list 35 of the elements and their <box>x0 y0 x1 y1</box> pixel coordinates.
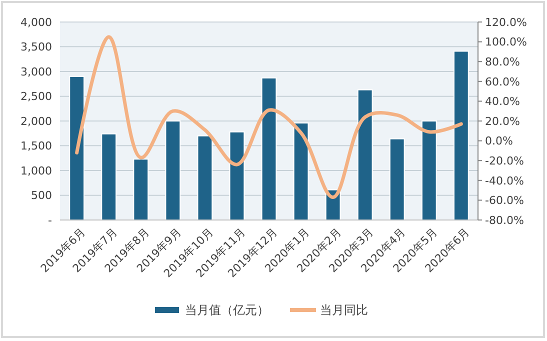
bar <box>69 76 85 220</box>
y2-tick-label: 120.0% <box>485 16 527 29</box>
y2-tick-label: -60.0% <box>485 194 524 208</box>
y-tick-label: 1,500 <box>20 140 52 153</box>
bar <box>101 133 117 220</box>
bar <box>165 120 181 220</box>
y2-tick-label: -80.0% <box>485 214 524 227</box>
y2-tick-label: -40.0% <box>485 174 524 188</box>
y2-tick-label: -20.0% <box>485 154 524 168</box>
y-tick-label: 3,000 <box>20 65 52 78</box>
y2-tick-label: 80.0% <box>485 55 520 68</box>
y2-tick-label: 100.0% <box>485 36 527 49</box>
y2-tick-label: 60.0% <box>485 75 520 88</box>
bar <box>197 135 213 220</box>
y-tick-label: 4,000 <box>20 16 52 29</box>
line-series <box>75 35 463 199</box>
y-tick-label: 1,000 <box>20 164 52 178</box>
y-tick-label: 2,500 <box>20 90 52 104</box>
bar <box>133 158 149 220</box>
bar <box>261 77 277 220</box>
y-tick-label: 3,500 <box>20 40 52 54</box>
legend-label: 当月值（亿元） <box>185 303 269 318</box>
y2-tick-label: 0.0% <box>485 134 513 148</box>
bar <box>453 50 469 220</box>
bar <box>421 120 437 220</box>
bar <box>389 138 405 220</box>
y2-tick-label: 20.0% <box>485 114 520 128</box>
y2-tick-label: 40.0% <box>485 95 520 108</box>
bar <box>229 131 245 220</box>
y-tick-label: - <box>48 214 52 227</box>
bar <box>293 122 309 220</box>
legend-label: 当月同比 <box>320 303 368 318</box>
bar <box>357 89 373 220</box>
y-tick-label: 2,000 <box>20 114 52 128</box>
y-tick-label: 500 <box>31 189 52 202</box>
